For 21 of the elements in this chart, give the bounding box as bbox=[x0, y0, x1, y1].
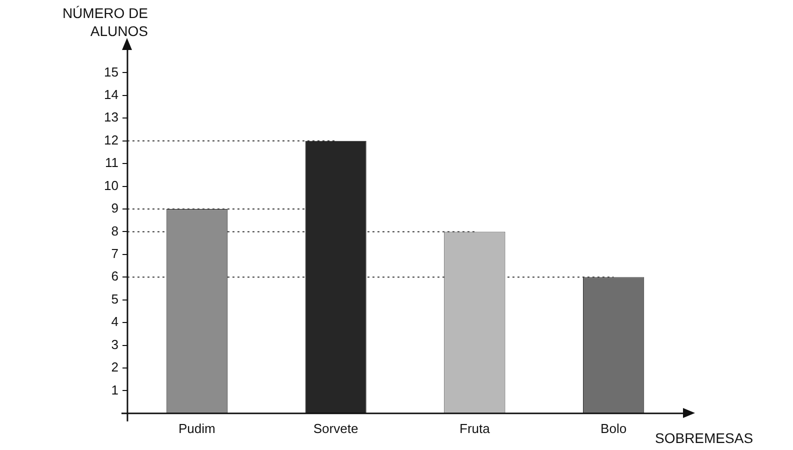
y-tick-label: 6 bbox=[111, 268, 118, 284]
x-tick-label: Bolo bbox=[600, 420, 627, 436]
y-tick-label: 5 bbox=[111, 291, 118, 306]
x-tick-label: Pudim bbox=[178, 420, 216, 436]
y-tick-label: 8 bbox=[111, 223, 118, 238]
y-axis-title: NÚMERO DE ALUNOS bbox=[61, 4, 148, 40]
y-tick-label: 7 bbox=[111, 246, 118, 261]
y-tick-label: 13 bbox=[104, 110, 118, 125]
y-tick-label: 15 bbox=[104, 64, 118, 80]
x-tick-label: Fruta bbox=[460, 420, 491, 436]
y-tick-label: 12 bbox=[104, 132, 118, 148]
y-tick-label: 11 bbox=[104, 155, 118, 170]
y-tick-label: 1 bbox=[111, 382, 118, 398]
x-axis-title: SOBREMESAS bbox=[655, 430, 754, 446]
y-tick-label: 2 bbox=[111, 360, 118, 375]
y-tick-label: 3 bbox=[111, 336, 118, 352]
x-tick-label: Sorvete bbox=[313, 420, 358, 436]
y-tick-label: 14 bbox=[104, 87, 118, 102]
y-tick-label: 10 bbox=[104, 178, 118, 193]
y-tick-label: 4 bbox=[111, 314, 118, 330]
y-tick-label: 9 bbox=[111, 200, 118, 216]
